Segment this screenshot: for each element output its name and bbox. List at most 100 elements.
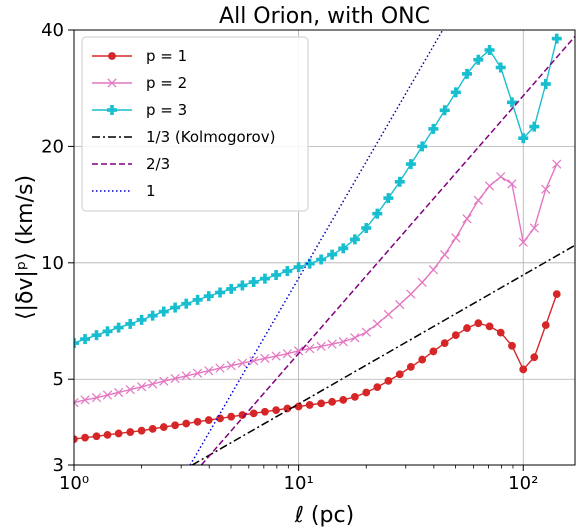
data-point (148, 424, 157, 433)
series-2 (74, 33, 562, 349)
data-point (181, 371, 191, 381)
plot-frame (73, 29, 576, 466)
x-axis-label: ℓ (pc) (294, 503, 354, 528)
data-point (338, 337, 348, 347)
data-point (271, 351, 281, 361)
data-point (417, 141, 428, 152)
legend: p = 1 p = 2 p = 3 1/3 (Kolmogorov) 2/3 1 (81, 36, 309, 212)
data-point (440, 339, 449, 347)
legend-marker (107, 78, 117, 88)
legend-label: 1/3 (Kolmogorov) (146, 128, 275, 146)
data-point (316, 254, 327, 265)
data-point (473, 54, 484, 65)
series-line (74, 163, 558, 404)
data-point (518, 133, 529, 144)
data-point (80, 395, 90, 405)
data-point (74, 397, 79, 408)
data-point (529, 121, 540, 132)
data-point (373, 383, 382, 392)
data-point (261, 407, 269, 416)
data-point (418, 355, 427, 364)
data-point (113, 322, 124, 333)
data-point (429, 347, 438, 356)
data-point (474, 319, 483, 328)
y-tick-label: 40 (41, 20, 64, 41)
y-tick-label: 20 (41, 136, 64, 157)
y-tick-label: 5 (53, 369, 64, 390)
series-line (191, 244, 575, 465)
data-point (484, 181, 495, 191)
data-point (136, 314, 147, 325)
data-point (192, 294, 203, 305)
data-point (518, 237, 528, 247)
data-point (92, 432, 101, 441)
data-point (249, 409, 258, 418)
data-point (384, 377, 393, 385)
data-point (125, 318, 136, 329)
data-point (540, 79, 551, 90)
x-tick-label: 10² (508, 473, 538, 494)
data-point (293, 346, 304, 356)
legend-label: p = 3 (146, 101, 187, 119)
data-point (271, 269, 282, 280)
data-point (484, 45, 495, 56)
data-point (102, 326, 113, 337)
legend-label: p = 1 (146, 47, 187, 65)
y-axis-label: ⟨|δv|ᵖ⟩ (km/s) (13, 175, 38, 320)
y-tick-label: 3 (53, 455, 64, 476)
data-point (136, 382, 147, 392)
data-point (305, 343, 315, 354)
data-point (249, 356, 259, 366)
data-point (215, 287, 226, 298)
data-point (259, 273, 270, 284)
data-point (372, 208, 383, 219)
data-point (451, 331, 460, 340)
data-point (383, 193, 394, 204)
data-point (148, 379, 158, 389)
data-point (406, 289, 416, 299)
series-0 (74, 290, 561, 444)
data-point (339, 396, 348, 404)
data-point (440, 249, 450, 260)
data-point (181, 298, 192, 309)
data-point (81, 433, 89, 442)
data-point (103, 430, 112, 439)
data-point (74, 435, 78, 444)
data-point (428, 265, 438, 275)
data-point (80, 334, 91, 345)
data-point (495, 62, 506, 73)
series-line (200, 35, 575, 465)
data-point (530, 353, 539, 362)
data-point (91, 393, 102, 403)
data-point (316, 341, 326, 351)
data-point (171, 421, 180, 430)
data-point (272, 406, 281, 415)
data-point (126, 428, 135, 436)
series-line (74, 293, 558, 440)
data-point (394, 176, 405, 187)
data-point (159, 423, 168, 431)
data-point (227, 412, 236, 421)
data-point (260, 353, 270, 364)
data-point (519, 365, 528, 374)
legend-item: 1 (92, 182, 156, 200)
data-point (282, 266, 293, 277)
data-point (114, 429, 123, 438)
y-tick-label: 10 (41, 253, 64, 274)
data-point (182, 419, 191, 428)
data-point (439, 105, 450, 116)
data-point (74, 338, 79, 349)
data-point (462, 68, 473, 79)
data-point (193, 417, 202, 426)
data-point (473, 195, 483, 206)
data-point (91, 330, 102, 341)
data-point (204, 416, 213, 424)
data-point (294, 402, 303, 411)
axis-ticks: 10⁰ 10¹ 10² 3 5 10 20 40 (41, 20, 538, 494)
data-point (147, 310, 158, 321)
data-point (361, 223, 372, 234)
data-point (338, 243, 349, 254)
data-point (215, 363, 225, 373)
data-point (327, 249, 338, 260)
